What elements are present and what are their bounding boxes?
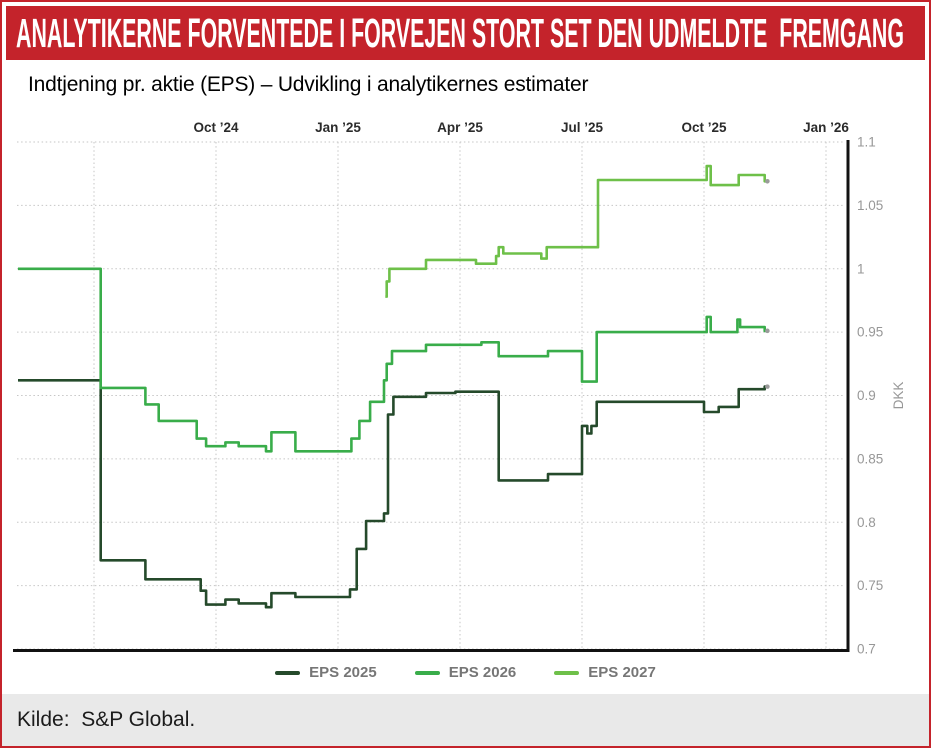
series-end-marker	[765, 384, 770, 389]
legend-swatch-icon	[554, 670, 580, 675]
y-tick-label: 0.75	[857, 578, 883, 593]
x-tick-label: Jul ’25	[561, 120, 604, 135]
legend-label: EPS 2026	[448, 664, 517, 681]
x-tick-label: Apr ’25	[437, 120, 483, 135]
header-banner: ANALYTIKERNE FORVENTEDE I FORVEJEN STORT…	[6, 6, 925, 60]
y-tick-label: 0.95	[857, 325, 883, 340]
source-bar: Kilde: S&P Global.	[2, 694, 929, 746]
x-tick-label: Oct ’24	[193, 120, 239, 135]
legend-swatch-icon	[275, 670, 301, 675]
series-end-marker	[765, 328, 770, 334]
x-tick-label: Oct ’25	[681, 120, 727, 135]
y-tick-label: 0.7	[857, 642, 876, 657]
y-tick-label: 0.9	[857, 388, 876, 403]
y-tick-label: 1.1	[857, 135, 876, 150]
y-tick-label: 0.8	[857, 515, 876, 530]
chart-legend: EPS 2025 EPS 2026 EPS 2027	[2, 664, 929, 681]
y-tick-label: 0.85	[857, 451, 883, 466]
y-tick-label: 1	[857, 261, 865, 276]
legend-swatch-icon	[414, 670, 440, 675]
legend-item-eps-2025: EPS 2025	[275, 664, 377, 681]
series-line-eps-2026	[18, 267, 768, 453]
x-tick-label: Jan ’25	[315, 120, 361, 135]
series-line-eps-2027	[385, 164, 768, 298]
y-tick-label: 1.05	[857, 198, 883, 213]
y-axis-unit-label: DKK	[891, 382, 906, 410]
x-tick-label: Jan ’26	[803, 120, 849, 135]
header-banner-canvas: ANALYTIKERNE FORVENTEDE I FORVEJEN STORT…	[16, 10, 904, 56]
source-text: Kilde: S&P Global.	[17, 708, 196, 731]
series-end-marker	[765, 178, 770, 184]
chart-subtitle: Indtjening pr. aktie (EPS) – Udvikling i…	[28, 73, 589, 96]
page-title: ANALYTIKERNE FORVENTEDE I FORVEJEN STORT…	[16, 10, 904, 56]
legend-label: EPS 2025	[309, 664, 377, 681]
legend-label: EPS 2027	[588, 664, 656, 681]
legend-item-eps-2026: EPS 2026	[414, 664, 517, 681]
series-line-eps-2025	[18, 379, 768, 609]
legend-item-eps-2027: EPS 2027	[554, 664, 656, 681]
